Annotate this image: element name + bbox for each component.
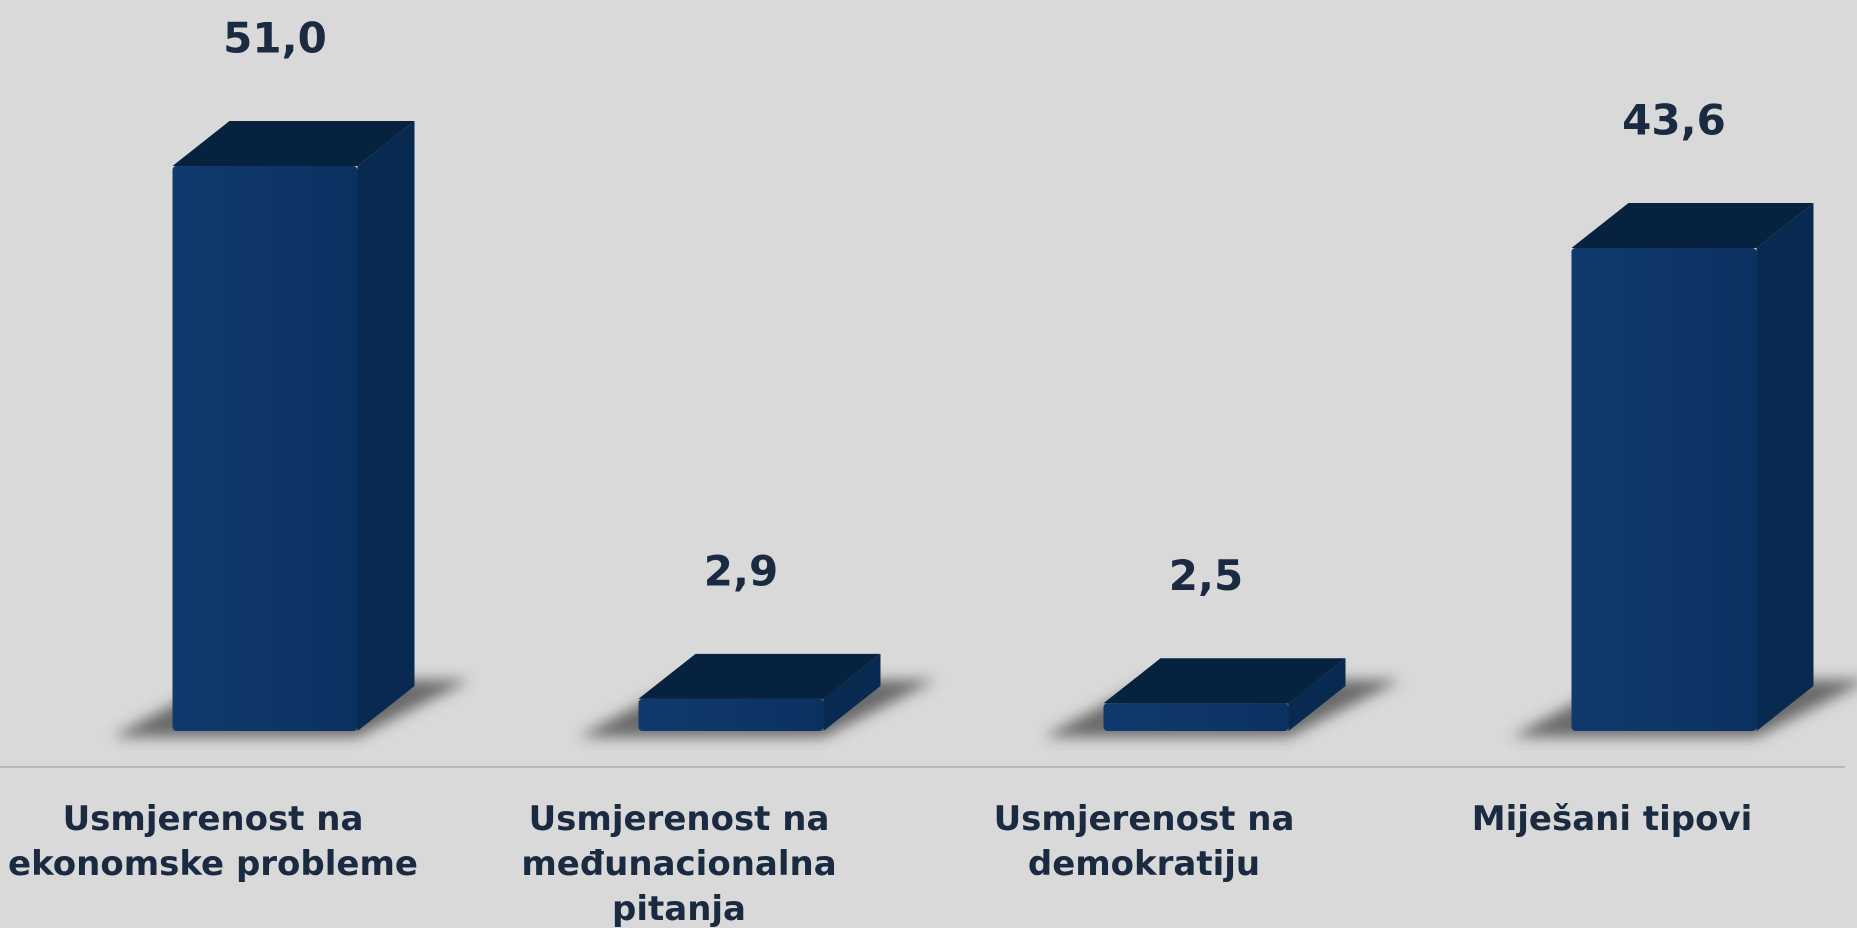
x-tick-label-line: pitanja — [612, 889, 746, 928]
x-tick-label: Usmjerenost na demokratiju — [994, 799, 1295, 884]
bar-side — [357, 121, 415, 731]
value-label: 2,5 — [1169, 551, 1243, 600]
x-tick-label: Usmjerenost na međunacionalna pitanja — [521, 799, 836, 928]
bar-front — [638, 698, 824, 731]
x-tick-label-line: međunacionalna — [521, 844, 836, 884]
bar-top — [172, 121, 415, 166]
x-tick-label-line: demokratiju — [1028, 844, 1260, 884]
x-tick-label-line: Usmjerenost na — [994, 799, 1295, 839]
value-label: 43,6 — [1622, 95, 1726, 144]
bar-top — [1571, 202, 1814, 248]
x-tick-label-line: Usmjerenost na — [63, 799, 364, 839]
bar — [172, 121, 415, 731]
bar-top — [638, 653, 881, 699]
value-label: 2,9 — [704, 546, 778, 595]
bar-front — [1571, 247, 1757, 731]
bar-side — [1756, 202, 1814, 731]
bar — [1571, 202, 1814, 731]
bar-front — [172, 166, 358, 731]
bar-side — [823, 653, 881, 731]
value-label: 51,0 — [223, 14, 327, 63]
x-tick-label: Miješani tipovi — [1472, 799, 1753, 839]
bar-top — [1103, 658, 1346, 704]
x-tick-label-line: Usmjerenost na — [529, 799, 830, 839]
bar-side — [1288, 658, 1346, 731]
bar-front — [1103, 703, 1289, 731]
bar — [1103, 658, 1346, 731]
x-tick-label-line: ekonomske probleme — [8, 844, 418, 884]
bar — [638, 653, 881, 731]
x-tick-label-line: Miješani tipovi — [1472, 799, 1753, 839]
x-tick-label: Usmjerenost na ekonomske probleme — [8, 799, 418, 884]
